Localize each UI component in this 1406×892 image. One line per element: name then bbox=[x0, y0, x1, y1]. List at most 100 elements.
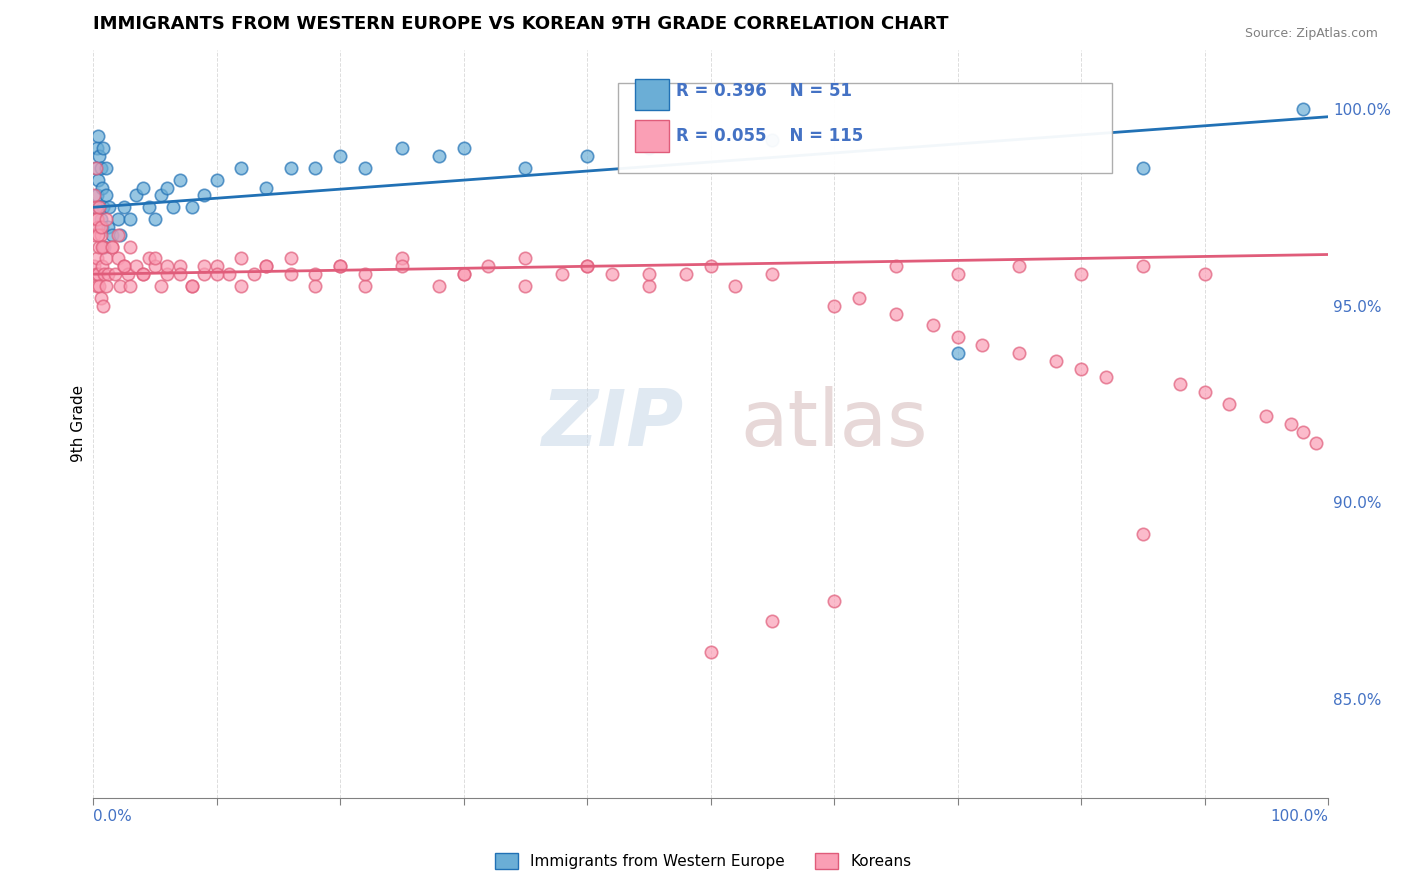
Point bbox=[231, 252, 253, 266]
Point bbox=[120, 279, 142, 293]
Point bbox=[329, 260, 352, 274]
Point bbox=[1008, 260, 1031, 274]
Point bbox=[94, 188, 117, 202]
Point bbox=[600, 267, 623, 281]
Point bbox=[477, 260, 499, 274]
Point bbox=[205, 267, 228, 281]
Point bbox=[89, 239, 111, 253]
Point bbox=[104, 267, 127, 281]
Point bbox=[89, 200, 111, 214]
Point bbox=[94, 212, 117, 227]
Point bbox=[84, 200, 107, 214]
Point bbox=[86, 188, 108, 202]
Point bbox=[90, 219, 112, 234]
Point bbox=[638, 267, 661, 281]
Point bbox=[90, 239, 112, 253]
Point bbox=[761, 614, 783, 628]
Point bbox=[638, 141, 661, 155]
Point bbox=[304, 161, 326, 175]
Point bbox=[823, 299, 845, 313]
Point bbox=[972, 338, 994, 352]
Point bbox=[515, 279, 537, 293]
Point bbox=[91, 299, 114, 313]
Point bbox=[205, 260, 228, 274]
Point bbox=[162, 200, 184, 214]
Point bbox=[515, 252, 537, 266]
Point bbox=[100, 239, 122, 253]
Point bbox=[1292, 102, 1315, 116]
Point bbox=[304, 267, 326, 281]
Point bbox=[724, 279, 747, 293]
Point bbox=[193, 260, 215, 274]
Point bbox=[98, 200, 121, 214]
Point bbox=[86, 212, 108, 227]
Text: R = 0.055    N = 115: R = 0.055 N = 115 bbox=[676, 127, 863, 145]
Point bbox=[110, 279, 132, 293]
Point bbox=[453, 141, 475, 155]
Point bbox=[90, 180, 112, 194]
Point bbox=[254, 260, 277, 274]
Text: ZIP: ZIP bbox=[541, 385, 683, 462]
Y-axis label: 9th Grade: 9th Grade bbox=[72, 385, 86, 462]
Point bbox=[100, 239, 122, 253]
Point bbox=[90, 291, 112, 305]
Point bbox=[117, 267, 139, 281]
Point bbox=[143, 252, 166, 266]
Legend: Immigrants from Western Europe, Koreans: Immigrants from Western Europe, Koreans bbox=[488, 847, 918, 875]
Point bbox=[89, 149, 111, 163]
Point bbox=[90, 212, 112, 227]
Point bbox=[91, 239, 114, 253]
Point bbox=[138, 252, 160, 266]
Point bbox=[89, 200, 111, 214]
Point bbox=[83, 200, 105, 214]
Point bbox=[884, 260, 907, 274]
Point bbox=[946, 267, 969, 281]
FancyBboxPatch shape bbox=[636, 120, 669, 152]
Point bbox=[143, 212, 166, 227]
Point bbox=[169, 267, 191, 281]
Point bbox=[427, 149, 450, 163]
Point bbox=[329, 260, 352, 274]
Point bbox=[1256, 409, 1278, 423]
Point bbox=[156, 267, 179, 281]
Text: Source: ZipAtlas.com: Source: ZipAtlas.com bbox=[1244, 27, 1378, 40]
Point bbox=[87, 129, 110, 144]
Point bbox=[699, 645, 721, 659]
Text: 0.0%: 0.0% bbox=[93, 809, 132, 824]
Point bbox=[91, 200, 114, 214]
Point bbox=[1008, 346, 1031, 360]
Point bbox=[94, 252, 117, 266]
Point bbox=[107, 212, 129, 227]
Point bbox=[181, 279, 204, 293]
Point bbox=[89, 279, 111, 293]
Point bbox=[638, 279, 661, 293]
Point bbox=[576, 260, 599, 274]
Point bbox=[205, 172, 228, 186]
Point bbox=[946, 330, 969, 344]
Point bbox=[1132, 527, 1154, 541]
Point bbox=[280, 267, 302, 281]
Point bbox=[391, 141, 413, 155]
Point bbox=[699, 260, 721, 274]
Point bbox=[112, 260, 135, 274]
FancyBboxPatch shape bbox=[619, 84, 1112, 173]
Point bbox=[120, 239, 142, 253]
Point bbox=[94, 161, 117, 175]
Point bbox=[304, 279, 326, 293]
Point bbox=[84, 161, 107, 175]
Point bbox=[193, 188, 215, 202]
Point bbox=[675, 267, 697, 281]
Point bbox=[169, 172, 191, 186]
Point bbox=[107, 252, 129, 266]
Point bbox=[125, 260, 148, 274]
Point bbox=[391, 252, 413, 266]
Text: 100.0%: 100.0% bbox=[1270, 809, 1329, 824]
Point bbox=[83, 227, 105, 242]
Point bbox=[231, 161, 253, 175]
Point bbox=[823, 594, 845, 608]
FancyBboxPatch shape bbox=[636, 79, 669, 111]
Point bbox=[87, 227, 110, 242]
Point bbox=[1132, 161, 1154, 175]
Point bbox=[131, 267, 153, 281]
Point bbox=[90, 219, 112, 234]
